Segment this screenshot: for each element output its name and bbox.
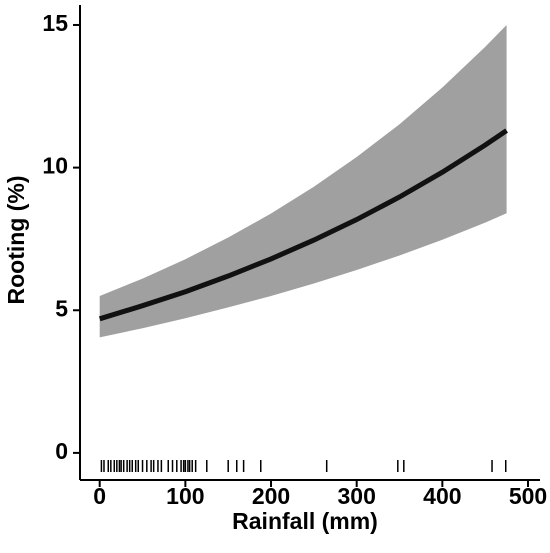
y-axis-label: Rooting (%): [3, 175, 29, 304]
x-tick-label: 0: [93, 483, 106, 509]
y-tick-label: 10: [42, 153, 68, 179]
y-tick-label: 5: [55, 295, 68, 321]
y-tick-label: 15: [42, 10, 68, 36]
x-tick-label: 400: [423, 483, 461, 509]
y-tick-label: 0: [55, 438, 68, 464]
x-tick-label: 300: [337, 483, 375, 509]
x-tick-label: 100: [166, 483, 204, 509]
x-axis-label: Rainfall (mm): [232, 508, 378, 534]
confidence-band: [99, 24, 507, 338]
x-tick-label: 500: [509, 483, 547, 509]
x-tick-label: 200: [252, 483, 290, 509]
fit-line: [98, 128, 508, 322]
